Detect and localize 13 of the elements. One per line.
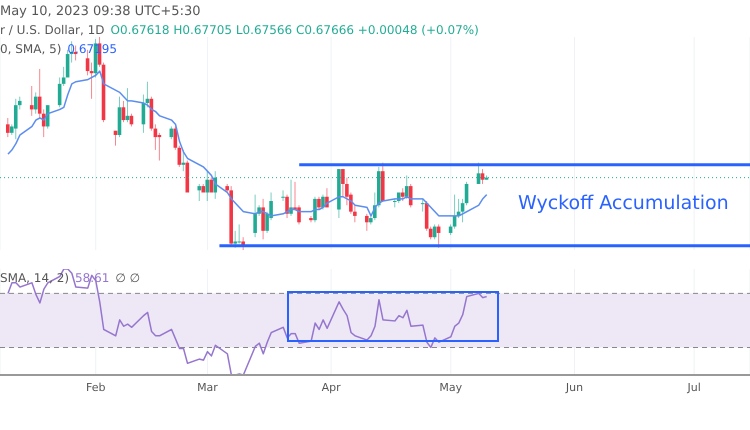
chart-subtitle: O0.67618 H0.67705 L0.67566 C0.67666 +0.00048 (+0.07%)	[110, 23, 479, 37]
x-tick-label: Apr	[322, 380, 342, 394]
annotation: Wyckoff Accumulation	[518, 192, 729, 214]
annotation: ∅ ∅	[115, 271, 140, 285]
x-tick-label: Mar	[197, 380, 218, 394]
annotation: 0, SMA, 5)	[0, 42, 62, 56]
text: May 10, 2023 09:38 UTC+5:30	[0, 4, 200, 19]
x-tick-label: May	[439, 380, 463, 394]
x-tick-label: Jul	[686, 380, 701, 394]
chart-title: r / U.S. Dollar, 1D	[0, 23, 104, 37]
x-tick-label: Jun	[564, 380, 584, 394]
x-tick-label: Feb	[86, 380, 106, 394]
chart-title: SMA, 14, 2)	[0, 271, 70, 285]
